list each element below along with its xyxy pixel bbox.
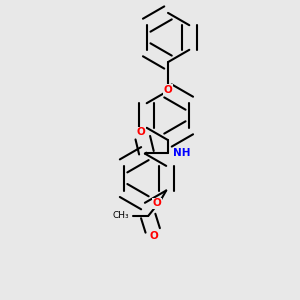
Text: O: O (137, 127, 146, 137)
Text: O: O (152, 198, 161, 208)
Text: O: O (150, 231, 159, 241)
Text: CH₃: CH₃ (112, 212, 129, 220)
Text: O: O (164, 85, 172, 95)
Text: NH: NH (173, 148, 191, 158)
